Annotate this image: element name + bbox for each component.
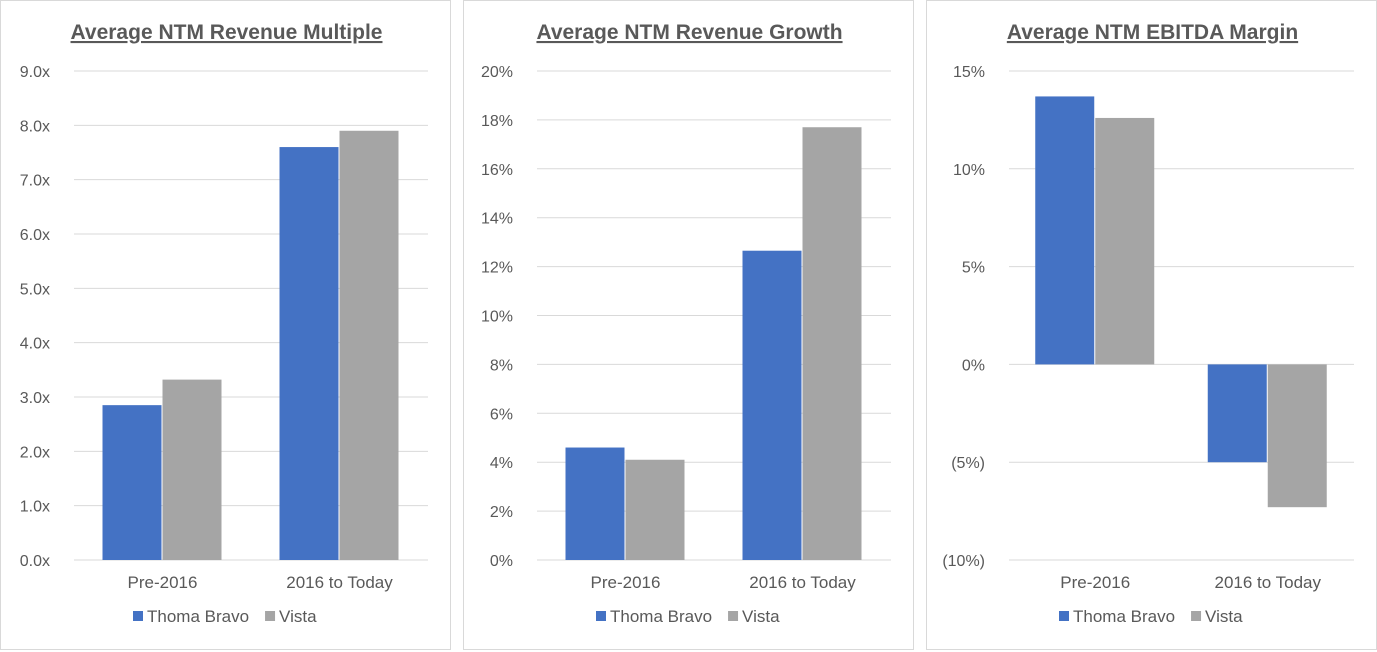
legend-swatch — [133, 611, 143, 621]
legend-swatch — [1059, 611, 1069, 621]
x-category-label: 2016 to Today — [286, 573, 393, 592]
bar-vista-1 — [802, 127, 862, 561]
y-tick-label: 9.0x — [20, 64, 50, 81]
legend-swatch — [728, 611, 739, 621]
y-tick-label: 18% — [481, 113, 513, 130]
y-tick-label: 8.0x — [20, 118, 50, 135]
y-tick-label: 0% — [962, 357, 985, 374]
legend-label: Thoma Bravo — [1073, 607, 1175, 626]
legend-label: Thoma Bravo — [610, 607, 712, 626]
x-category-label: Pre-2016 — [591, 573, 661, 592]
legend-swatch — [265, 611, 276, 621]
y-tick-label: 15% — [953, 64, 985, 81]
bar-thoma-bravo-0 — [1035, 96, 1095, 365]
bar-thoma-bravo-0 — [565, 447, 625, 560]
y-tick-label: 4.0x — [20, 336, 50, 353]
y-tick-label: 6% — [490, 406, 513, 423]
bar-thoma-bravo-0 — [102, 405, 162, 560]
y-tick-label: (5%) — [951, 455, 985, 472]
y-tick-label: 2% — [490, 504, 513, 521]
y-tick-label: 2.0x — [20, 444, 50, 461]
x-category-label: Pre-2016 — [1060, 573, 1130, 592]
legend-swatch — [596, 611, 606, 621]
y-tick-label: 12% — [481, 260, 513, 277]
y-tick-label: 7.0x — [20, 173, 50, 190]
x-category-label: 2016 to Today — [1215, 573, 1322, 592]
bar-vista-1 — [1267, 364, 1327, 508]
chart-panel-revenue-multiple: Average NTM Revenue Multiple 9.0x 8.0x 7.0x… — [0, 0, 451, 650]
bar-vista-0 — [162, 379, 222, 560]
legend-swatch — [1191, 611, 1202, 621]
bar-vista-1 — [339, 130, 399, 560]
chart-svg: Average NTM Revenue Growth 20% 18% 16% 14% 12… — [481, 21, 891, 626]
bar-thoma-bravo-1 — [1207, 364, 1267, 463]
x-category-label: 2016 to Today — [749, 573, 856, 592]
y-tick-label: 4% — [490, 455, 513, 472]
y-tick-label: 0.0x — [20, 553, 50, 570]
bar-vista-0 — [625, 459, 685, 560]
y-tick-label: 6.0x — [20, 227, 50, 244]
bar-thoma-bravo-1 — [279, 147, 339, 561]
chart-title: Average NTM Revenue Multiple — [71, 21, 383, 44]
legend-label: Thoma Bravo — [147, 607, 249, 626]
chart-title: Average NTM EBITDA Margin — [1007, 21, 1298, 44]
y-tick-label: 8% — [490, 357, 513, 374]
y-tick-label: 10% — [953, 162, 985, 179]
chart-svg: Average NTM EBITDA Margin 15% 10% 5% 0% (5%) (… — [942, 21, 1354, 626]
chart-panel-revenue-growth: Average NTM Revenue Growth 20% 18% 16% 14% 12… — [463, 0, 914, 650]
chart-panel-ebitda-margin: Average NTM EBITDA Margin 15% 10% 5% 0% (5%) (… — [926, 0, 1377, 650]
y-tick-label: (10%) — [942, 553, 985, 570]
y-tick-label: 5.0x — [20, 281, 50, 298]
y-tick-label: 1.0x — [20, 499, 50, 516]
legend-label: Vista — [742, 607, 780, 626]
x-category-label: Pre-2016 — [128, 573, 198, 592]
y-tick-label: 3.0x — [20, 390, 50, 407]
y-tick-label: 16% — [481, 162, 513, 179]
chart-svg: Average NTM Revenue Multiple 9.0x 8.0x 7.0x… — [20, 21, 428, 626]
y-tick-label: 14% — [481, 211, 513, 228]
legend-label: Vista — [279, 607, 317, 626]
y-tick-label: 0% — [490, 553, 513, 570]
y-tick-label: 20% — [481, 64, 513, 81]
bar-thoma-bravo-1 — [742, 250, 802, 560]
bar-vista-0 — [1095, 117, 1155, 365]
legend-label: Vista — [1205, 607, 1243, 626]
y-tick-label: 10% — [481, 309, 513, 326]
y-tick-label: 5% — [962, 260, 985, 277]
chart-title: Average NTM Revenue Growth — [536, 21, 842, 44]
